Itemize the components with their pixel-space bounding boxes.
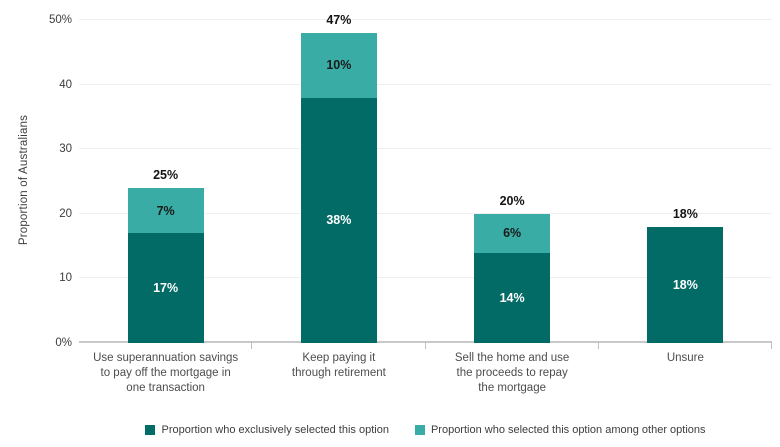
total-value-label: 18% <box>672 206 698 221</box>
x-axis-line <box>79 341 772 343</box>
gridline <box>79 277 772 279</box>
segment-value-label: 6% <box>503 226 522 241</box>
segment-value-label: 14% <box>499 290 525 305</box>
segment-value-label: 17% <box>153 281 179 296</box>
legend-label: Proportion who selected this option amon… <box>430 424 706 436</box>
bar-group: 38% 10% 47% <box>252 13 425 343</box>
legend-swatch <box>414 425 425 435</box>
x-axis-tick <box>771 341 772 349</box>
total-value-label: 25% <box>153 167 179 182</box>
bar: 38% 10% <box>300 32 377 343</box>
gridline <box>79 148 772 150</box>
legend: Proportion who exclusively selected this… <box>79 422 772 438</box>
y-tick-label: 10 <box>59 272 72 285</box>
gridline <box>79 212 772 214</box>
legend-item: Proportion who exclusively selected this… <box>145 424 389 436</box>
legend-label: Proportion who exclusively selected this… <box>161 424 389 436</box>
segment-value-label: 7% <box>156 203 175 218</box>
category-label: Sell the home and use the proceeds to rep… <box>454 352 570 394</box>
bar-segment-exclusive: 17% <box>127 233 204 343</box>
bar-group: 14% 6% 20% <box>426 20 599 343</box>
plot-area: 17% 7% 25% 38% 10% 47% 14% 6% 20% 18% 18% <box>79 13 772 349</box>
bar-segment-exclusive: 18% <box>647 226 724 343</box>
x-axis-tick <box>597 341 599 349</box>
gridline <box>79 83 772 85</box>
bar-segment-exclusive: 38% <box>300 97 377 343</box>
y-tick-label: 0% <box>55 337 72 349</box>
y-tick-label: 30 <box>59 143 72 156</box>
bar-segment-exclusive: 14% <box>474 252 551 343</box>
category-label: Unsure <box>666 352 704 364</box>
legend-item: Proportion who selected this option amon… <box>414 424 706 436</box>
bar-group: 18% 18% <box>599 20 772 343</box>
legend-swatch <box>145 425 156 435</box>
bar: 18% <box>647 226 724 343</box>
x-axis-tick <box>251 341 253 349</box>
y-tick-label: 40 <box>59 78 72 91</box>
total-value-label: 20% <box>499 193 525 208</box>
bar-segment-among-others: 10% <box>300 32 377 98</box>
y-axis: 0% 10 20 30 40 50% <box>28 14 72 349</box>
segment-value-label: 10% <box>326 58 352 73</box>
bar-segment-among-others: 7% <box>127 187 204 234</box>
x-axis-tick <box>424 341 426 349</box>
segment-value-label: 38% <box>326 213 352 228</box>
segment-value-label: 18% <box>672 277 698 292</box>
bar: 17% 7% <box>127 187 204 343</box>
category-label: Keep paying it through retirement <box>291 352 386 379</box>
y-tick-label: 20 <box>59 207 72 220</box>
bar-group: 17% 7% 25% <box>79 20 252 343</box>
x-axis-labels: Use superannuation savings to pay off the… <box>79 351 772 403</box>
bar: 14% 6% <box>474 213 551 343</box>
y-tick-label: 50% <box>48 14 72 26</box>
gridline <box>79 19 772 20</box>
bar-segment-among-others: 6% <box>474 213 551 253</box>
category-label: Use superannuation savings to pay off the… <box>93 352 239 394</box>
total-value-label: 47% <box>326 12 352 27</box>
